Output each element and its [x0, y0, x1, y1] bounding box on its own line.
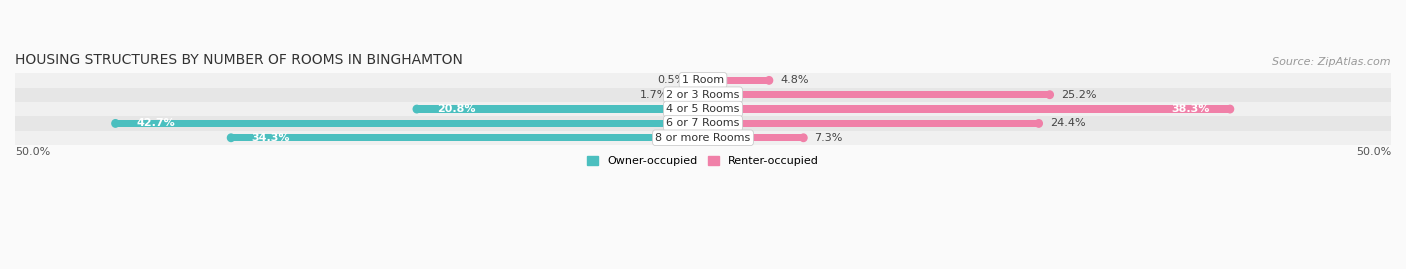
Bar [416, 105, 703, 113]
Legend: Owner-occupied, Renter-occupied: Owner-occupied, Renter-occupied [582, 151, 824, 171]
Text: 50.0%: 50.0% [15, 147, 51, 157]
Circle shape [112, 120, 120, 127]
Bar [703, 120, 1039, 127]
Text: 4 or 5 Rooms: 4 or 5 Rooms [666, 104, 740, 114]
Bar [15, 87, 1391, 102]
Circle shape [765, 77, 773, 84]
Text: 34.3%: 34.3% [252, 133, 290, 143]
Text: 50.0%: 50.0% [1355, 147, 1391, 157]
Text: 24.4%: 24.4% [1050, 118, 1085, 128]
Text: 1 Room: 1 Room [682, 75, 724, 85]
Circle shape [693, 77, 700, 84]
Text: 25.2%: 25.2% [1060, 90, 1097, 100]
Text: 1.7%: 1.7% [640, 90, 669, 100]
Bar [703, 77, 769, 84]
Text: 0.5%: 0.5% [657, 75, 685, 85]
Text: 20.8%: 20.8% [437, 104, 477, 114]
Bar [15, 130, 1391, 145]
Bar [703, 105, 1230, 113]
Circle shape [413, 105, 420, 113]
Text: 4.8%: 4.8% [780, 75, 808, 85]
Text: 7.3%: 7.3% [814, 133, 842, 143]
Circle shape [676, 91, 683, 98]
Circle shape [1035, 120, 1042, 127]
Text: 38.3%: 38.3% [1171, 104, 1209, 114]
Bar [696, 77, 703, 84]
Text: 6 or 7 Rooms: 6 or 7 Rooms [666, 118, 740, 128]
Text: 8 or more Rooms: 8 or more Rooms [655, 133, 751, 143]
Bar [703, 91, 1050, 98]
Text: 42.7%: 42.7% [136, 118, 174, 128]
Circle shape [1226, 105, 1233, 113]
Bar [15, 73, 1391, 87]
Bar [15, 102, 1391, 116]
Text: HOUSING STRUCTURES BY NUMBER OF ROOMS IN BINGHAMTON: HOUSING STRUCTURES BY NUMBER OF ROOMS IN… [15, 53, 463, 67]
Bar [703, 134, 803, 141]
Circle shape [800, 134, 807, 141]
Text: 2 or 3 Rooms: 2 or 3 Rooms [666, 90, 740, 100]
Bar [15, 116, 1391, 130]
Bar [679, 91, 703, 98]
Circle shape [1046, 91, 1053, 98]
Bar [115, 120, 703, 127]
Text: Source: ZipAtlas.com: Source: ZipAtlas.com [1272, 56, 1391, 67]
Circle shape [228, 134, 235, 141]
Bar [231, 134, 703, 141]
